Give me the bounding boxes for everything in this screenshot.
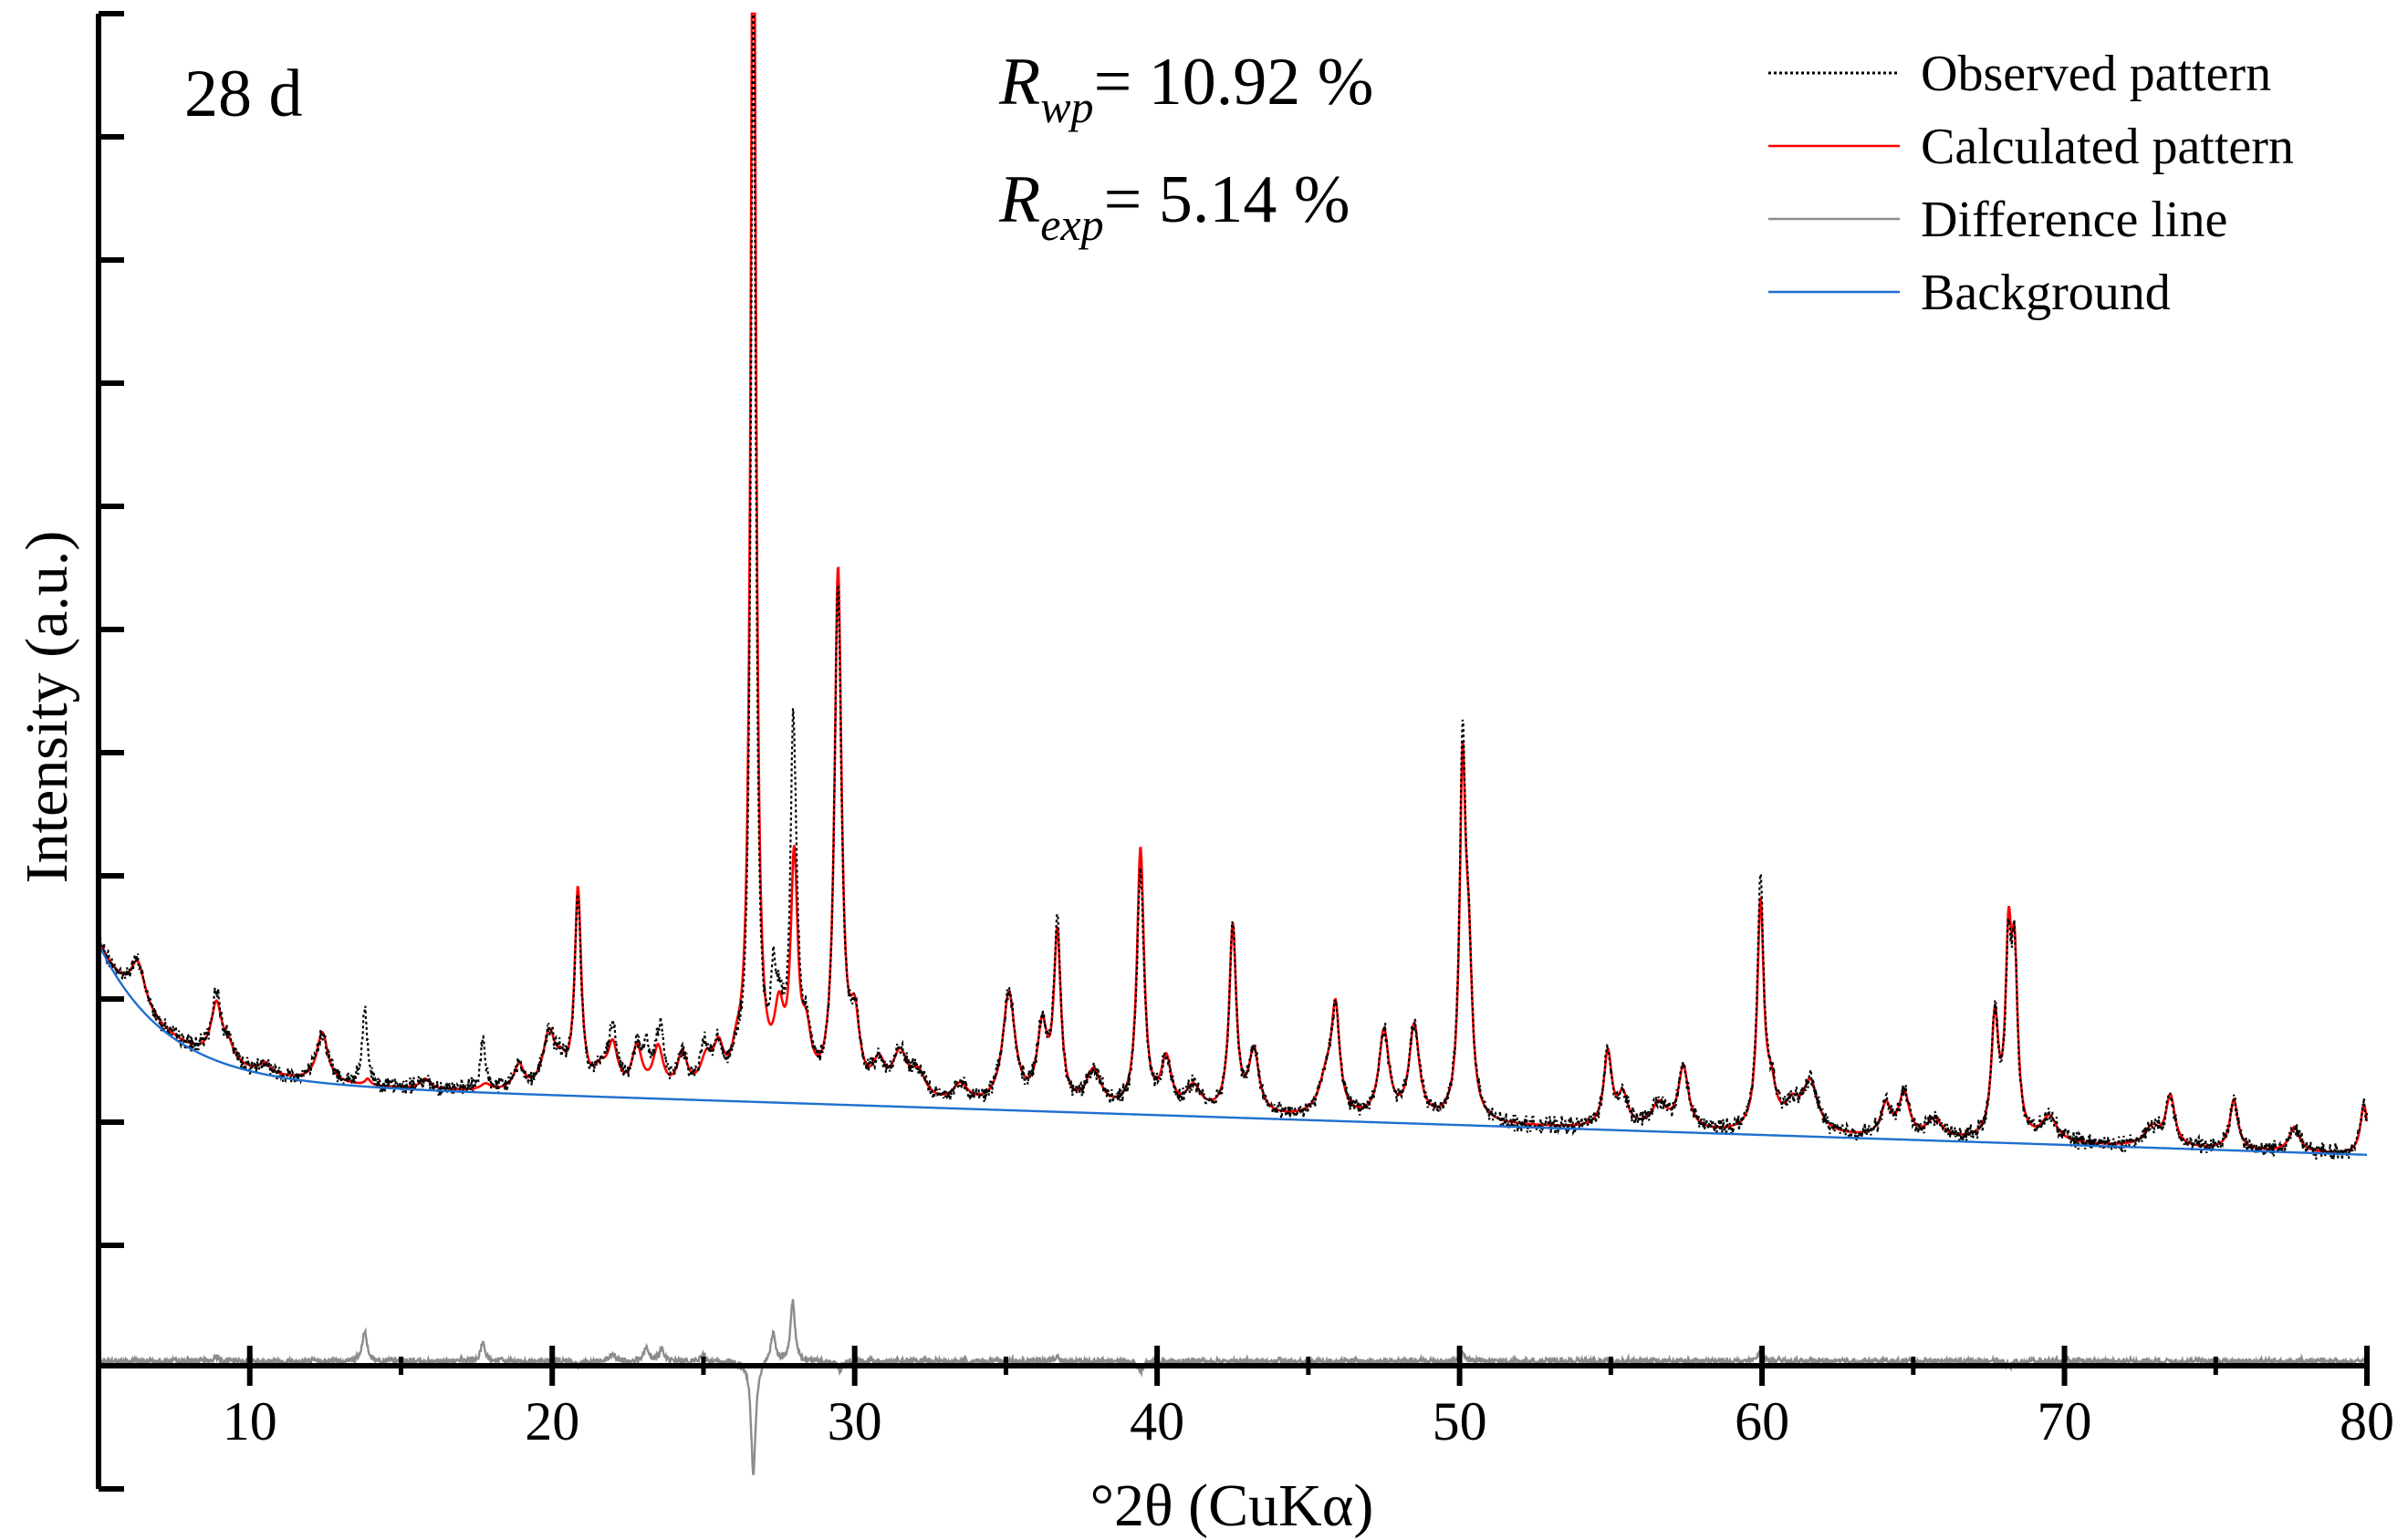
x-tick-label-10: 10 <box>223 1391 277 1452</box>
rwp-symbol: R <box>998 45 1040 120</box>
x-ticks: 10 20 30 40 50 60 70 80 <box>96 1346 2394 1452</box>
rexp-symbol: R <box>998 162 1040 237</box>
y-ticks <box>99 11 124 1492</box>
series-layer <box>97 12 2369 1475</box>
legend-label-3: Background <box>1921 265 2171 321</box>
series-background <box>97 943 2367 1156</box>
rwp-value: = 10.92 % <box>1094 45 1374 120</box>
legend: Observed pattern Calculated pattern Differ… <box>1768 46 2294 321</box>
x-tick-label-50: 50 <box>1433 1391 1487 1452</box>
x-axis-title: °2θ (CuKα) <box>1090 1472 1374 1539</box>
rwp-stat: Rwp= 10.92 % <box>998 45 1373 132</box>
x-tick-label-20: 20 <box>525 1391 579 1452</box>
legend-label-1: Calculated pattern <box>1921 119 2294 175</box>
panel-label: 28 d <box>184 57 303 131</box>
x-tick-label-60: 60 <box>1735 1391 1789 1452</box>
axes: 10 20 30 40 50 60 70 80 <box>96 11 2394 1492</box>
x-tick-label-30: 30 <box>828 1391 882 1452</box>
legend-label-0: Observed pattern <box>1921 46 2271 102</box>
x-tick-label-40: 40 <box>1130 1391 1184 1452</box>
x-tick-label-70: 70 <box>2038 1391 2092 1452</box>
y-axis-title: Intensity (a.u.) <box>14 531 80 884</box>
series-observed-pattern <box>97 13 2369 1160</box>
rexp-value: = 5.14 % <box>1104 162 1350 237</box>
rexp-subscript: exp <box>1040 199 1103 250</box>
x-tick-label-80: 80 <box>2340 1391 2394 1452</box>
rwp-subscript: wp <box>1040 81 1093 132</box>
legend-label-2: Difference line <box>1921 192 2227 248</box>
rexp-stat: Rexp= 5.14 % <box>998 162 1350 250</box>
series-difference-line <box>97 1298 2369 1475</box>
